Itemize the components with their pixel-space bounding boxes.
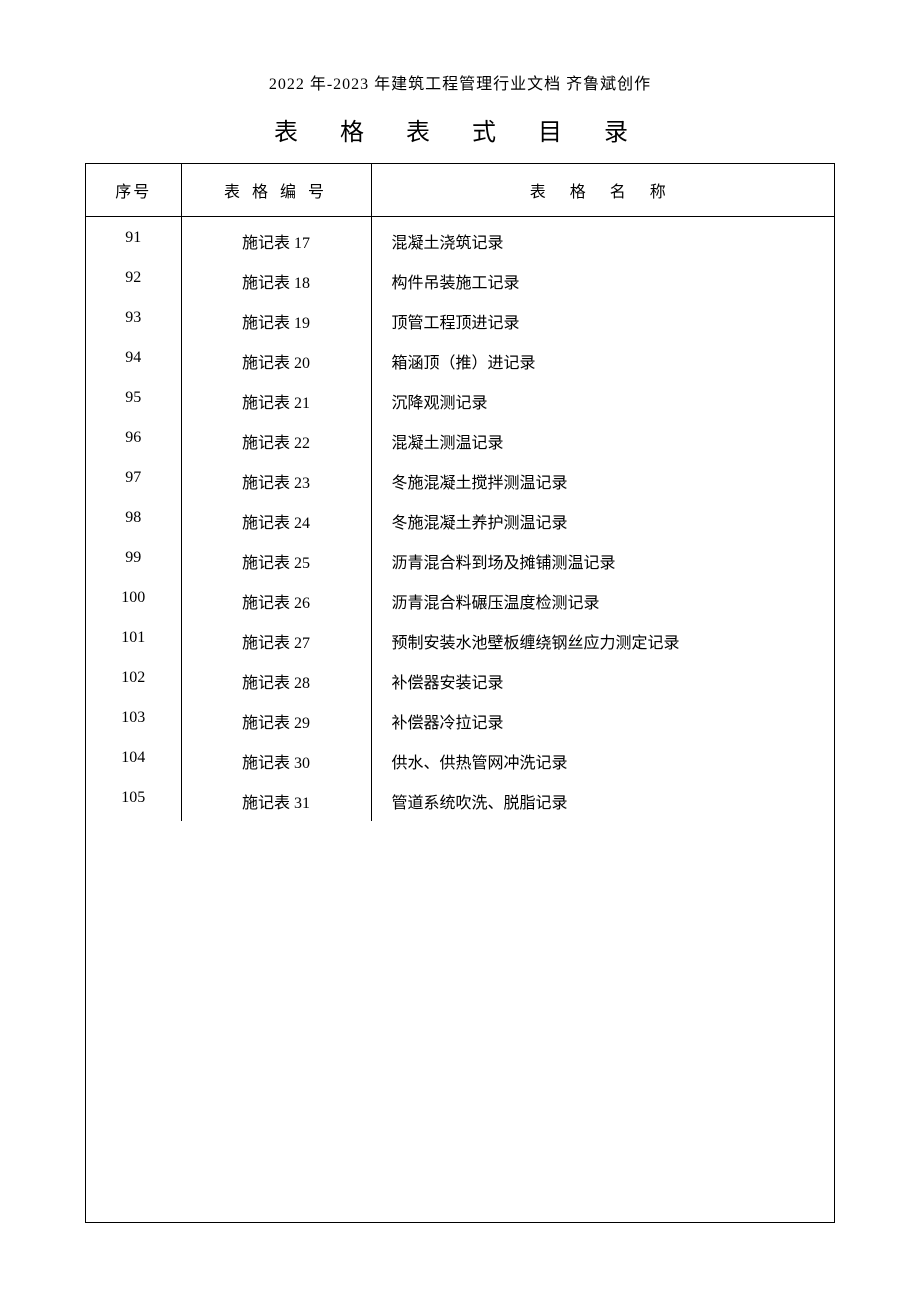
cell-code: 施记表 24 xyxy=(181,501,371,541)
cell-code: 施记表 28 xyxy=(181,661,371,701)
column-header-name: 表 格 名 称 xyxy=(371,164,834,217)
cell-code: 施记表 19 xyxy=(181,301,371,341)
cell-name: 冬施混凝土搅拌测温记录 xyxy=(371,461,834,501)
cell-name: 沉降观测记录 xyxy=(371,381,834,421)
cell-seq: 105 xyxy=(86,781,181,821)
column-header-code: 表 格 编 号 xyxy=(181,164,371,217)
cell-seq: 102 xyxy=(86,661,181,701)
table-row: 94 施记表 20 箱涵顶（推）进记录 xyxy=(86,341,834,381)
cell-seq: 96 xyxy=(86,421,181,461)
cell-name: 供水、供热管网冲洗记录 xyxy=(371,741,834,781)
page-title: 表 格 表 式 目 录 xyxy=(85,112,835,147)
cell-seq: 97 xyxy=(86,461,181,501)
cell-code: 施记表 20 xyxy=(181,341,371,381)
cell-name: 沥青混合料碾压温度检测记录 xyxy=(371,581,834,621)
cell-name: 混凝土浇筑记录 xyxy=(371,217,834,262)
cell-seq: 104 xyxy=(86,741,181,781)
cell-name: 构件吊装施工记录 xyxy=(371,261,834,301)
table-row: 92 施记表 18 构件吊装施工记录 xyxy=(86,261,834,301)
table-header-row: 序号 表 格 编 号 表 格 名 称 xyxy=(86,164,834,217)
cell-seq: 92 xyxy=(86,261,181,301)
table-row: 96 施记表 22 混凝土测温记录 xyxy=(86,421,834,461)
cell-name: 补偿器安装记录 xyxy=(371,661,834,701)
cell-code: 施记表 25 xyxy=(181,541,371,581)
cell-code: 施记表 26 xyxy=(181,581,371,621)
cell-code: 施记表 23 xyxy=(181,461,371,501)
cell-name: 补偿器冷拉记录 xyxy=(371,701,834,741)
cell-seq: 95 xyxy=(86,381,181,421)
cell-code: 施记表 29 xyxy=(181,701,371,741)
table-row: 95 施记表 21 沉降观测记录 xyxy=(86,381,834,421)
table-row: 97 施记表 23 冬施混凝土搅拌测温记录 xyxy=(86,461,834,501)
cell-name: 冬施混凝土养护测温记录 xyxy=(371,501,834,541)
table-row: 93 施记表 19 顶管工程顶进记录 xyxy=(86,301,834,341)
table-row: 100 施记表 26 沥青混合料碾压温度检测记录 xyxy=(86,581,834,621)
table-row: 102 施记表 28 补偿器安装记录 xyxy=(86,661,834,701)
table-row: 104 施记表 30 供水、供热管网冲洗记录 xyxy=(86,741,834,781)
cell-name: 沥青混合料到场及摊铺测温记录 xyxy=(371,541,834,581)
table-row: 98 施记表 24 冬施混凝土养护测温记录 xyxy=(86,501,834,541)
cell-name: 预制安装水池壁板缠绕钢丝应力测定记录 xyxy=(371,621,834,661)
cell-seq: 98 xyxy=(86,501,181,541)
cell-code: 施记表 18 xyxy=(181,261,371,301)
table-row: 103 施记表 29 补偿器冷拉记录 xyxy=(86,701,834,741)
cell-name: 箱涵顶（推）进记录 xyxy=(371,341,834,381)
cell-seq: 94 xyxy=(86,341,181,381)
cell-seq: 99 xyxy=(86,541,181,581)
cell-name: 混凝土测温记录 xyxy=(371,421,834,461)
cell-code: 施记表 21 xyxy=(181,381,371,421)
cell-code: 施记表 31 xyxy=(181,781,371,821)
cell-seq: 100 xyxy=(86,581,181,621)
cell-seq: 93 xyxy=(86,301,181,341)
cell-seq: 103 xyxy=(86,701,181,741)
table-row: 105 施记表 31 管道系统吹洗、脱脂记录 xyxy=(86,781,834,821)
table-body: 91 施记表 17 混凝土浇筑记录 92 施记表 18 构件吊装施工记录 93 … xyxy=(86,217,834,822)
table-container: 序号 表 格 编 号 表 格 名 称 91 施记表 17 混凝土浇筑记录 92 … xyxy=(85,163,835,1223)
table-row: 99 施记表 25 沥青混合料到场及摊铺测温记录 xyxy=(86,541,834,581)
cell-code: 施记表 22 xyxy=(181,421,371,461)
document-header: 2022 年-2023 年建筑工程管理行业文档 齐鲁斌创作 xyxy=(85,70,835,94)
cell-code: 施记表 17 xyxy=(181,217,371,262)
table-row: 91 施记表 17 混凝土浇筑记录 xyxy=(86,217,834,262)
cell-code: 施记表 27 xyxy=(181,621,371,661)
cell-name: 管道系统吹洗、脱脂记录 xyxy=(371,781,834,821)
table-row: 101 施记表 27 预制安装水池壁板缠绕钢丝应力测定记录 xyxy=(86,621,834,661)
cell-seq: 91 xyxy=(86,217,181,262)
cell-seq: 101 xyxy=(86,621,181,661)
cell-code: 施记表 30 xyxy=(181,741,371,781)
forms-index-table: 序号 表 格 编 号 表 格 名 称 91 施记表 17 混凝土浇筑记录 92 … xyxy=(86,164,834,821)
cell-name: 顶管工程顶进记录 xyxy=(371,301,834,341)
column-header-seq: 序号 xyxy=(86,164,181,217)
